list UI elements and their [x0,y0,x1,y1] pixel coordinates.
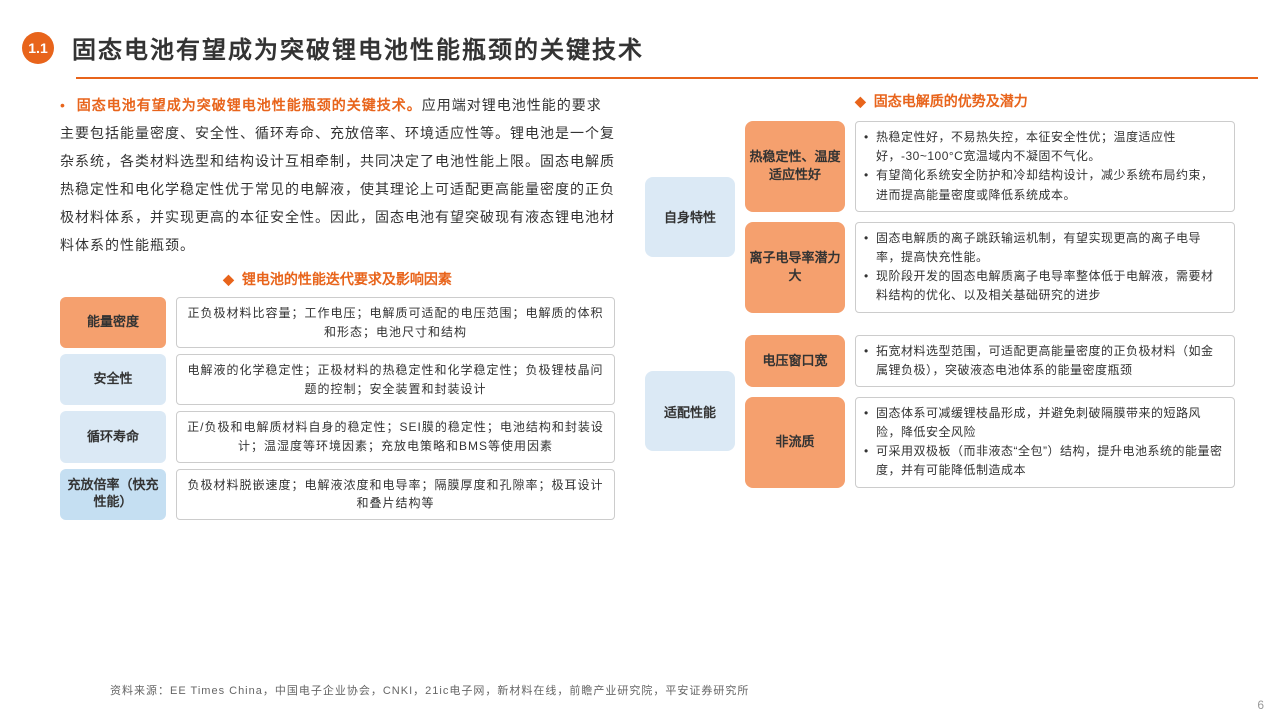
advantage-desc: 热稳定性好，不易热失控，本征安全性优；温度适应性好，-30~100°C宽温域内不… [855,121,1235,212]
intro-body: 应用端对锂电池性能的要求主要包括能量密度、安全性、循环寿命、充放倍率、环境适应性… [60,97,615,253]
section-badge: 1.1 [22,32,54,64]
intro-highlight: 固态电池有望成为突破锂电池性能瓶颈的关键技术。 [77,97,422,113]
advantage-row: 电压窗口宽拓宽材料选型范围，可适配更高能量密度的正负极材料（如金属锂负极），突破… [745,335,1235,387]
factor-row: 充放倍率（快充性能）负极材料脱嵌速度；电解液浓度和电导率；隔膜厚度和孔隙率；极耳… [60,469,615,520]
diamond-icon: ◆ [223,271,234,287]
advantage-bullet: 固态体系可减缓锂枝晶形成，并避免刺破隔膜带来的短路风险，降低安全风险 [876,404,1224,442]
slide-header: 1.1 固态电池有望成为突破锂电池性能瓶颈的关键技术 [0,0,1280,73]
advantage-row: 热稳定性、温度适应性好热稳定性好，不易热失控，本征安全性优；温度适应性好，-30… [745,121,1235,212]
left-rows: 能量密度正负极材料比容量；工作电压；电解质可适配的电压范围；电解质的体积和形态；… [60,297,615,520]
factor-label: 充放倍率（快充性能） [60,469,166,520]
factor-row: 安全性电解液的化学稳定性；正极材料的热稳定性和化学稳定性；负极锂枝晶问题的控制；… [60,354,615,405]
factor-desc: 正负极材料比容量；工作电压；电解质可适配的电压范围；电解质的体积和形态；电池尺寸… [176,297,615,348]
slide-title: 固态电池有望成为突破锂电池性能瓶颈的关键技术 [72,30,644,65]
factor-label: 循环寿命 [60,411,166,462]
right-subtitle: ◆固态电解质的优势及潜力 [855,91,1235,111]
advantage-bullet: 拓宽材料选型范围，可适配更高能量密度的正负极材料（如金属锂负极），突破液态电池体… [876,342,1224,380]
factor-desc: 负极材料脱嵌速度；电解液浓度和电导率；隔膜厚度和孔隙率；极耳设计和叠片结构等 [176,469,615,520]
bullet-icon: • [60,97,66,113]
advantage-desc: 拓宽材料选型范围，可适配更高能量密度的正负极材料（如金属锂负极），突破液态电池体… [855,335,1235,387]
advantage-label: 热稳定性、温度适应性好 [745,121,845,212]
factor-label: 能量密度 [60,297,166,348]
diamond-icon: ◆ [855,93,866,109]
advantage-row: 离子电导率潜力大固态电解质的离子跳跃输运机制，有望实现更高的离子电导率，提高快充… [745,222,1235,313]
group-category: 自身特性 [645,177,735,257]
advantage-bullet: 可采用双极板（而非液态“全包”）结构，提升电池系统的能量密度，并有可能降低制造成… [876,442,1224,480]
advantage-desc: 固态电解质的离子跳跃输运机制，有望实现更高的离子电导率，提高快充性能。现阶段开发… [855,222,1235,313]
advantage-row: 非流质固态体系可减缓锂枝晶形成，并避免刺破隔膜带来的短路风险，降低安全风险可采用… [745,397,1235,488]
content-area: • 固态电池有望成为突破锂电池性能瓶颈的关键技术。应用端对锂电池性能的要求主要包… [0,79,1280,526]
advantage-desc: 固态体系可减缓锂枝晶形成，并避免刺破隔膜带来的短路风险，降低安全风险可采用双极板… [855,397,1235,488]
advantage-bullet: 有望简化系统安全防护和冷却结构设计，减少系统布局约束，进而提高能量密度或降低系统… [876,166,1224,204]
factor-desc: 正/负极和电解质材料自身的稳定性；SEI膜的稳定性；电池结构和封装设计；温湿度等… [176,411,615,462]
advantage-label: 非流质 [745,397,845,488]
factor-desc: 电解液的化学稳定性；正极材料的热稳定性和化学稳定性；负极锂枝晶问题的控制；安全装… [176,354,615,405]
advantage-bullet: 固态电解质的离子跳跃输运机制，有望实现更高的离子电导率，提高快充性能。 [876,229,1224,267]
factor-label: 安全性 [60,354,166,405]
advantage-group: 自身特性热稳定性、温度适应性好热稳定性好，不易热失控，本征安全性优；温度适应性好… [645,121,1235,313]
factor-row: 能量密度正负极材料比容量；工作电压；电解质可适配的电压范围；电解质的体积和形态；… [60,297,615,348]
advantage-label: 离子电导率潜力大 [745,222,845,313]
intro-paragraph: • 固态电池有望成为突破锂电池性能瓶颈的关键技术。应用端对锂电池性能的要求主要包… [60,91,615,259]
factor-row: 循环寿命正/负极和电解质材料自身的稳定性；SEI膜的稳定性；电池结构和封装设计；… [60,411,615,462]
group-items: 电压窗口宽拓宽材料选型范围，可适配更高能量密度的正负极材料（如金属锂负极），突破… [745,335,1235,488]
group-category: 适配性能 [645,371,735,451]
group-items: 热稳定性、温度适应性好热稳定性好，不易热失控，本征安全性优；温度适应性好，-30… [745,121,1235,313]
advantage-group: 适配性能电压窗口宽拓宽材料选型范围，可适配更高能量密度的正负极材料（如金属锂负极… [645,335,1235,488]
right-groups: 自身特性热稳定性、温度适应性好热稳定性好，不易热失控，本征安全性优；温度适应性好… [645,121,1235,488]
right-column: ◆固态电解质的优势及潜力 自身特性热稳定性、温度适应性好热稳定性好，不易热失控，… [645,91,1235,526]
advantage-label: 电压窗口宽 [745,335,845,387]
advantage-bullet: 现阶段开发的固态电解质离子电导率整体低于电解液，需要材料结构的优化、以及相关基础… [876,267,1224,305]
advantage-bullet: 热稳定性好，不易热失控，本征安全性优；温度适应性好，-30~100°C宽温域内不… [876,128,1224,166]
page-number: 6 [1257,698,1264,712]
left-subtitle: ◆锂电池的性能迭代要求及影响因素 [60,269,615,289]
left-column: • 固态电池有望成为突破锂电池性能瓶颈的关键技术。应用端对锂电池性能的要求主要包… [60,91,615,526]
source-citation: 资料来源：EE Times China，中国电子企业协会，CNKI，21ic电子… [110,682,749,698]
